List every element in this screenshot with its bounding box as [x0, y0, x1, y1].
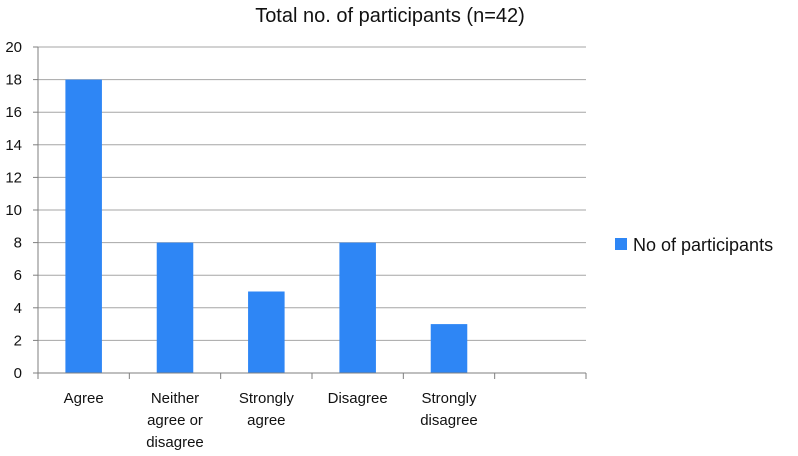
x-category-label: disagree: [146, 434, 204, 451]
x-category-label: agree: [247, 412, 285, 429]
legend-label: No of participants: [633, 235, 773, 255]
legend: No of participants: [615, 235, 773, 255]
x-category-label: agree or: [147, 412, 203, 429]
x-category-label: disagree: [420, 412, 478, 429]
x-axis-labels: Agree Neither agree or disagree Strongly agre…: [64, 390, 478, 451]
y-tick-label: 2: [14, 332, 22, 349]
x-category-label: Agree: [64, 390, 104, 407]
bar: [65, 79, 102, 373]
x-category-label: Strongly: [421, 390, 477, 407]
bar: [430, 324, 468, 373]
axes: [37, 47, 587, 379]
bar: [156, 242, 194, 373]
y-tick-label: 18: [5, 72, 22, 89]
gridlines: [38, 46, 586, 341]
x-category-label: Strongly: [239, 390, 295, 407]
y-axis-ticks: 0 2 4 6 8 10 12 14 16 18 20: [5, 39, 38, 382]
bars: [65, 79, 468, 373]
y-tick-label: 8: [14, 235, 22, 252]
y-tick-label: 12: [5, 169, 22, 186]
chart-title: Total no. of participants (n=42): [255, 5, 525, 27]
bar: [248, 291, 285, 373]
bar: [339, 242, 376, 373]
y-tick-label: 0: [14, 365, 22, 382]
y-tick-label: 14: [5, 137, 22, 154]
y-tick-label: 16: [5, 104, 22, 121]
y-tick-label: 20: [5, 39, 22, 56]
legend-swatch: [615, 238, 627, 250]
y-tick-label: 10: [5, 202, 22, 219]
x-category-label: Disagree: [328, 390, 388, 407]
x-category-label: Neither: [151, 390, 199, 407]
y-tick-label: 6: [14, 267, 22, 284]
y-tick-label: 4: [14, 300, 22, 317]
